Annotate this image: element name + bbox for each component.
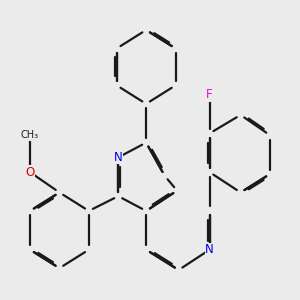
Text: O: O xyxy=(26,166,34,179)
Text: N: N xyxy=(205,243,214,256)
Text: N: N xyxy=(114,151,123,164)
Text: F: F xyxy=(206,88,213,101)
Text: CH₃: CH₃ xyxy=(21,130,39,140)
